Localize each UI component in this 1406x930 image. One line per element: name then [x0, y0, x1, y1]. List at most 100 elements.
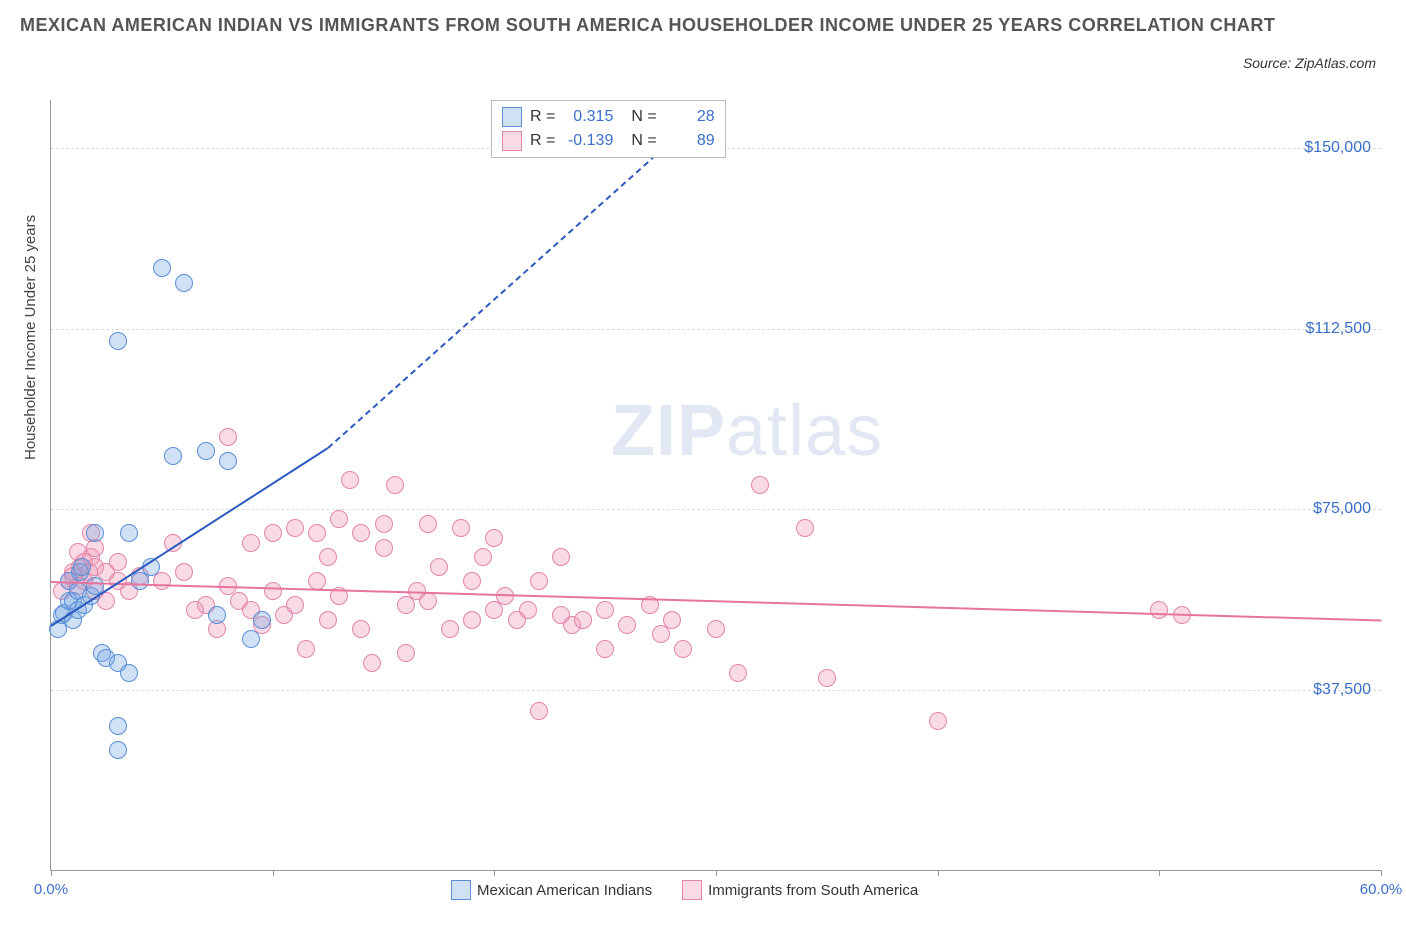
- data-point: [341, 471, 359, 489]
- data-point: [574, 611, 592, 629]
- data-point: [120, 524, 138, 542]
- plot-area: ZIPatlas $37,500 $75,000 $112,500 $150,000 0…: [50, 100, 1381, 871]
- gridline: [51, 690, 1381, 691]
- data-point: [319, 548, 337, 566]
- data-point: [308, 524, 326, 542]
- data-point: [474, 548, 492, 566]
- xtick: [51, 870, 52, 876]
- n-label: N =: [631, 129, 656, 153]
- data-point: [596, 601, 614, 619]
- legend-item: Mexican American Indians: [451, 880, 652, 900]
- data-point: [242, 534, 260, 552]
- legend-item: Immigrants from South America: [682, 880, 918, 900]
- data-point: [530, 572, 548, 590]
- xtick-label: 60.0%: [1360, 881, 1403, 898]
- data-point: [596, 640, 614, 658]
- data-point: [197, 442, 215, 460]
- data-point: [463, 572, 481, 590]
- xtick: [938, 870, 939, 876]
- data-point: [386, 476, 404, 494]
- data-point: [219, 428, 237, 446]
- data-point: [109, 717, 127, 735]
- data-point: [86, 524, 104, 542]
- swatch-icon: [502, 131, 522, 151]
- n-label: N =: [631, 105, 656, 129]
- chart-title: MEXICAN AMERICAN INDIAN VS IMMIGRANTS FR…: [20, 12, 1386, 39]
- data-point: [796, 519, 814, 537]
- data-point: [663, 611, 681, 629]
- watermark: ZIPatlas: [611, 390, 883, 472]
- r-value: -0.139: [563, 129, 613, 153]
- gridline: [51, 509, 1381, 510]
- ytick-label: $150,000: [1304, 139, 1371, 157]
- data-point: [441, 620, 459, 638]
- xtick: [273, 870, 274, 876]
- data-point: [452, 519, 470, 537]
- swatch-icon: [451, 880, 471, 900]
- data-point: [264, 524, 282, 542]
- data-point: [73, 558, 91, 576]
- data-point: [419, 515, 437, 533]
- stats-box: R = 0.315 N = 28 R = -0.139 N = 89: [491, 100, 726, 158]
- data-point: [242, 630, 260, 648]
- y-axis-label: Householder Income Under 25 years: [22, 215, 39, 460]
- data-point: [286, 596, 304, 614]
- r-value: 0.315: [563, 105, 613, 129]
- stats-row: R = -0.139 N = 89: [502, 129, 715, 153]
- stats-row: R = 0.315 N = 28: [502, 105, 715, 129]
- data-point: [109, 553, 127, 571]
- data-point: [219, 452, 237, 470]
- data-point: [674, 640, 692, 658]
- legend-label: Immigrants from South America: [708, 882, 918, 899]
- data-point: [175, 563, 193, 581]
- legend-label: Mexican American Indians: [477, 882, 652, 899]
- swatch-icon: [502, 107, 522, 127]
- data-point: [552, 548, 570, 566]
- data-point: [297, 640, 315, 658]
- data-point: [397, 644, 415, 662]
- r-label: R =: [530, 105, 555, 129]
- data-point: [363, 654, 381, 672]
- data-point: [352, 524, 370, 542]
- data-point: [929, 712, 947, 730]
- data-point: [264, 582, 282, 600]
- legend: Mexican American Indians Immigrants from …: [451, 880, 918, 900]
- data-point: [286, 519, 304, 537]
- gridline: [51, 329, 1381, 330]
- ytick-label: $112,500: [1305, 320, 1371, 338]
- data-point: [463, 611, 481, 629]
- data-point: [485, 529, 503, 547]
- xtick: [494, 870, 495, 876]
- data-point: [153, 572, 171, 590]
- data-point: [419, 592, 437, 610]
- data-point: [109, 332, 127, 350]
- data-point: [164, 447, 182, 465]
- r-label: R =: [530, 129, 555, 153]
- xtick: [1381, 870, 1382, 876]
- data-point: [120, 664, 138, 682]
- xtick: [1159, 870, 1160, 876]
- data-point: [175, 274, 193, 292]
- data-point: [109, 741, 127, 759]
- ytick-label: $37,500: [1313, 681, 1371, 699]
- xtick-label: 0.0%: [34, 881, 68, 898]
- data-point: [352, 620, 370, 638]
- data-point: [375, 515, 393, 533]
- data-point: [253, 611, 271, 629]
- data-point: [430, 558, 448, 576]
- data-point: [618, 616, 636, 634]
- data-point: [751, 476, 769, 494]
- n-value: 89: [665, 129, 715, 153]
- data-point: [530, 702, 548, 720]
- data-point: [319, 611, 337, 629]
- swatch-icon: [682, 880, 702, 900]
- ytick-label: $75,000: [1313, 500, 1371, 518]
- n-value: 28: [665, 105, 715, 129]
- data-point: [519, 601, 537, 619]
- data-point: [153, 259, 171, 277]
- data-point: [729, 664, 747, 682]
- xtick: [716, 870, 717, 876]
- data-point: [1150, 601, 1168, 619]
- data-point: [707, 620, 725, 638]
- data-point: [818, 669, 836, 687]
